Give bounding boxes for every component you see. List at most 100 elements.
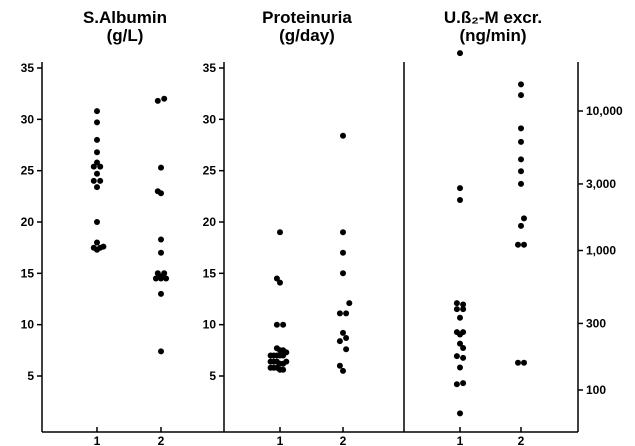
panel-3-group-1-point <box>457 314 463 321</box>
panel-2-group-1-point <box>273 321 280 328</box>
panel-3-group-2-point <box>518 81 524 88</box>
panel-1-group-1-point <box>90 177 97 184</box>
panel-1-y-tick-label: 20 <box>21 215 35 229</box>
panel-1-group-1-point <box>100 243 107 250</box>
panel-3-group-1-point <box>460 306 467 313</box>
panel-3-y-tick-label: 100 <box>586 383 606 397</box>
panel-2-y-tick-label: 5 <box>209 369 216 383</box>
panel-1-group-2-point <box>161 95 168 102</box>
panel-1-y-tick-label: 25 <box>21 164 35 178</box>
panel-1-y-tick-label: 10 <box>21 318 35 332</box>
panel-2-group-1-point <box>277 279 283 286</box>
panel-3-group-1-point <box>457 331 463 338</box>
panel-3-group-1-point <box>453 300 460 307</box>
panel-2-group-1-point <box>283 349 290 356</box>
panel-3-y-ticks: 100 300 1,000 3,000 10,000 <box>578 104 623 397</box>
panel-1-points <box>90 95 170 355</box>
panel-3-y-tick-label: 1,000 <box>586 244 616 258</box>
panel-2-x-tick-label: 1 <box>277 434 284 446</box>
panel-3-y-tick-label: 10,000 <box>586 104 623 118</box>
panel-3-group-2-point <box>521 215 527 222</box>
panel-3-group-1-point <box>457 50 463 57</box>
panel-2-group-1-point <box>280 321 287 328</box>
panel-2-group-2-point <box>340 249 346 256</box>
panel-1-y-ticks: 5 10 15 20 25 30 35 <box>21 61 42 383</box>
panel-3-group-2-point <box>518 180 524 187</box>
panel-1-group-2-point <box>158 290 164 297</box>
panel-2-points <box>267 132 353 374</box>
panel-1-group-2-point <box>158 236 164 243</box>
panel-1-group-2-point <box>152 275 159 282</box>
panel-1-group-1-point <box>94 239 100 246</box>
panel-beta2m-excretion: U.ß₂-M excr. (ng/min) 1003001,0003,00010… <box>403 8 623 446</box>
panel-3-points <box>453 50 527 417</box>
panel-2-y-tick-label: 15 <box>203 266 217 280</box>
panel-2-y-tick-label: 25 <box>203 164 217 178</box>
panel-2-y-tick-label: 10 <box>203 318 217 332</box>
panel-3-group-2-point <box>515 359 521 366</box>
panel-3-y-tick-label: 300 <box>586 316 606 330</box>
panel-3-group-2-point <box>518 222 524 229</box>
panel-2-x-tick-label: 2 <box>340 434 347 446</box>
panel-3-group-1-point <box>460 380 467 387</box>
panel-3-group-1-point <box>453 381 460 388</box>
panel-3-group-1-point <box>460 301 467 308</box>
panel-2-group-1-point <box>283 358 290 365</box>
panel-3-group-1-point <box>460 345 467 351</box>
panel-1-group-1-point <box>94 219 100 225</box>
panel-3-group-1-point <box>457 340 463 347</box>
panel-2-group-2-point <box>343 310 350 317</box>
panel-2-group-2-point <box>340 367 346 374</box>
panel-3-title: U.ß₂-M excr. <box>444 8 542 27</box>
panel-2-title: Proteinuria <box>262 8 352 27</box>
panel-1-group-2-point <box>154 97 161 104</box>
panel-1-group-1-point <box>94 119 100 126</box>
panel-1-group-2-point <box>158 249 164 256</box>
panel-3-group-1-point <box>457 197 463 203</box>
panel-3-x-tick-label: 2 <box>518 434 525 446</box>
panel-3-group-1-point <box>457 364 463 371</box>
panel-1-title: S.Albumin <box>83 8 167 27</box>
panel-1-y-tick-label: 35 <box>21 61 35 75</box>
panel-2-group-2-point <box>336 310 343 317</box>
panel-3-group-2-point <box>518 125 524 132</box>
panel-3-group-2-point <box>518 138 524 145</box>
panel-3-group-1-point <box>457 185 463 192</box>
panel-1-group-1-point <box>97 177 104 184</box>
panel-2-group-2-point <box>346 300 353 307</box>
panel-2-y-tick-label: 20 <box>203 215 217 229</box>
panel-2-group-1-point <box>273 275 280 282</box>
panel-1-group-1-point <box>97 163 104 170</box>
panel-2-group-2-point <box>340 132 346 139</box>
panel-3-group-2-point <box>521 241 527 248</box>
panel-1-y-tick-label: 30 <box>21 112 35 126</box>
panel-1-group-1-point <box>94 184 100 191</box>
panel-1-group-1-point <box>90 163 97 170</box>
panel-3-group-2-point <box>518 92 524 99</box>
panel-3-group-2-point <box>518 156 524 163</box>
panel-3-y-tick-label: 3,000 <box>586 177 616 191</box>
panel-1-x-tick-label: 1 <box>94 434 101 446</box>
panel-3-group-1-point <box>457 410 463 417</box>
panel-2-y-tick-label: 30 <box>203 112 217 126</box>
panel-1-y-tick-label: 15 <box>21 266 35 280</box>
panel-1-group-2-point <box>158 275 164 282</box>
panel-3-group-2-point <box>518 168 524 175</box>
panel-1-group-2-point <box>163 275 170 282</box>
panel-2-group-2-point <box>340 329 346 336</box>
panel-2-group-2-point <box>340 229 346 236</box>
panel-1-group-1-point <box>94 136 100 143</box>
panel-3-x-tick-label: 1 <box>457 434 464 446</box>
panel-1-y-tick-label: 5 <box>27 369 34 383</box>
panel-1-group-2-point <box>158 348 164 355</box>
panel-1-group-1-point <box>94 149 100 156</box>
panel-1-x-tick-label: 2 <box>158 434 165 446</box>
panel-2-group-1-point <box>277 229 283 236</box>
panel-3-group-1-point <box>453 306 460 313</box>
panel-1-title-unit: (g/L) <box>107 26 144 45</box>
